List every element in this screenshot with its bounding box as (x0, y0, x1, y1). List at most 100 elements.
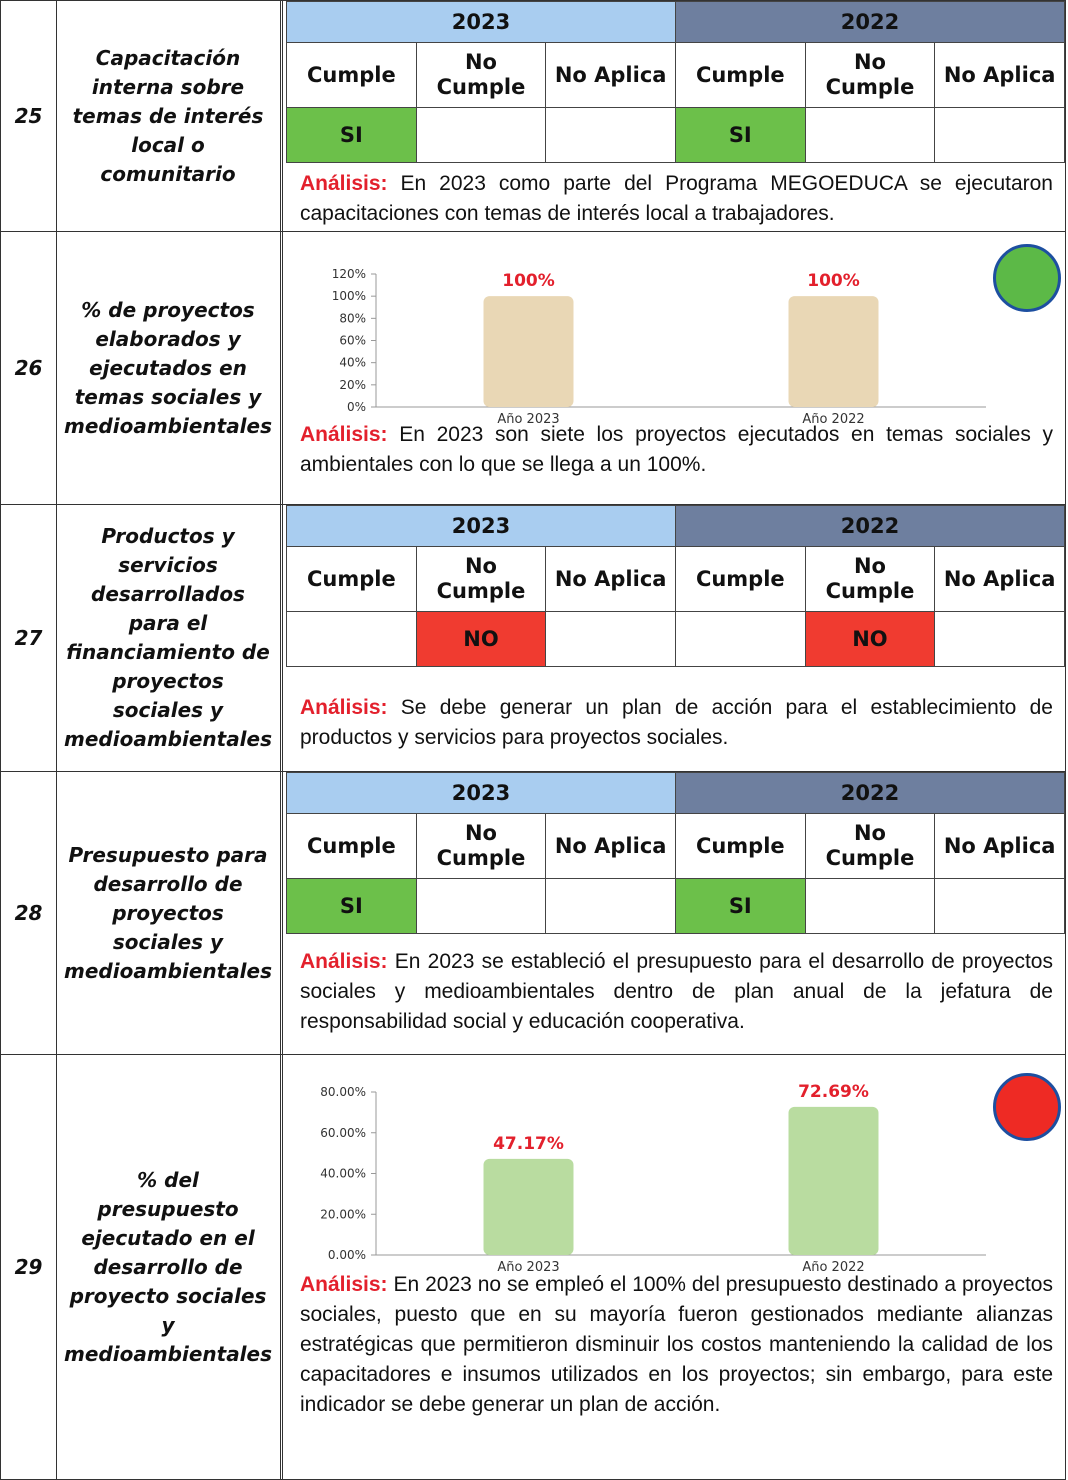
content: 0.00% 20.00% 40.00% 60.00% 80.00% 47.17% Año 2… (286, 1055, 1065, 1479)
column-header: No Cumple (804, 546, 936, 612)
x-tick-label: Año 2022 (802, 1260, 864, 1275)
analysis: Análisis: En 2023 como parte del Program… (300, 169, 1053, 229)
result-cell: SI (674, 878, 806, 934)
analysis-text: En 2023 se estableció el presupuesto par… (300, 950, 1053, 1033)
bar (788, 1106, 879, 1255)
year-header: 2022 (674, 1, 1066, 43)
year-row: 2023 2022 (286, 772, 1066, 814)
content: 2023 2022 Cumple No Cumple No Aplica Cumple No… (286, 505, 1066, 771)
chart: 0% 20% 40% 60% 80% 100% 120% 100% Año 2023 100% Añ… (332, 267, 986, 427)
analysis: Análisis: En 2023 se estableció el presu… (300, 947, 1053, 1037)
analysis-label: Análisis: (300, 423, 388, 446)
row-number: 27 (1, 505, 57, 771)
content: 2023 2022 Cumple No Cumple No Aplica Cumple No… (286, 772, 1066, 1054)
y-tick-label: 20% (339, 378, 366, 392)
analysis: Análisis: En 2023 son siete los proyecto… (300, 420, 1053, 480)
header-row: Cumple No Cumple No Aplica Cumple No Cumple N… (286, 546, 1065, 612)
result-row: NO NO (286, 611, 1065, 667)
row-number: 25 (1, 1, 57, 231)
status-table: 2023 2022 Cumple No Cumple No Aplica Cumple No… (286, 505, 1066, 667)
row-number: 26 (1, 232, 57, 504)
column-header: No Aplica (934, 546, 1065, 612)
empty-cell (934, 107, 1065, 163)
y-tick-label: 80.00% (320, 1085, 366, 1099)
result-cell: NO (415, 611, 547, 667)
year-row: 2023 2022 (286, 505, 1066, 547)
indicator: % de proyectos elaborados y ejecutados e… (56, 232, 283, 504)
indicator: % del presupuesto ejecutado en el desarr… (56, 1055, 283, 1479)
column-header: Cumple (674, 42, 806, 108)
y-tick-label: 100% (332, 289, 366, 303)
year-header: 2023 (286, 505, 676, 547)
row: 27 Productos y servicios desarrollados pa… (0, 505, 1066, 772)
year-header: 2023 (286, 772, 676, 814)
y-tick-label: 0% (347, 400, 366, 414)
year-header: 2023 (286, 1, 676, 43)
row-number: 29 (1, 1055, 57, 1479)
row-number: 28 (1, 772, 57, 1054)
result-cell: SI (286, 878, 417, 934)
y-tick-label: 60% (339, 334, 366, 348)
empty-cell (415, 878, 547, 934)
result-cell: SI (674, 107, 806, 163)
content: 0% 20% 40% 60% 80% 100% 120% 100% Año 2023 100% Añ… (286, 232, 1065, 504)
value-label: 72.69% (798, 1082, 869, 1102)
bar (788, 296, 879, 407)
column-header: Cumple (286, 42, 417, 108)
analysis: Análisis: Se debe generar un plan de acc… (300, 693, 1053, 753)
x-tick-label: Año 2023 (497, 412, 559, 427)
status-table: 2023 2022 Cumple No Cumple No Aplica Cumple No… (286, 1, 1066, 163)
column-header: No Cumple (804, 42, 936, 108)
analysis-label: Análisis: (300, 950, 388, 973)
bar (483, 1158, 574, 1255)
year-header: 2022 (674, 772, 1066, 814)
y-tick-label: 80% (339, 311, 366, 325)
empty-cell (804, 107, 936, 163)
content: 2023 2022 Cumple No Cumple No Aplica Cumple No… (286, 1, 1066, 231)
column-header: Cumple (674, 813, 806, 879)
value-label: 47.17% (493, 1134, 564, 1154)
result-row: SI SI (286, 107, 1065, 163)
column-header: Cumple (674, 546, 806, 612)
y-tick-label: 20.00% (320, 1207, 366, 1221)
analysis-label: Análisis: (300, 696, 388, 719)
header-row: Cumple No Cumple No Aplica Cumple No Cumple N… (286, 813, 1065, 879)
empty-cell (545, 878, 676, 934)
y-tick-label: 40.00% (320, 1167, 366, 1181)
column-header: No Cumple (804, 813, 936, 879)
analysis-label: Análisis: (300, 172, 388, 195)
empty-cell (934, 611, 1065, 667)
row: 26% de proyectos elaborados y ejecutados… (0, 232, 1066, 505)
y-tick-label: 0.00% (328, 1248, 366, 1262)
status-indicator (993, 1073, 1061, 1141)
column-header: No Cumple (415, 813, 547, 879)
value-label: 100% (807, 271, 860, 291)
empty-cell (934, 878, 1065, 934)
x-tick-label: Año 2022 (802, 412, 864, 427)
year-header: 2022 (674, 505, 1066, 547)
indicator: Productos y servicios desarrollados para… (56, 505, 283, 771)
column-header: No Aplica (934, 42, 1065, 108)
empty-cell (415, 107, 547, 163)
x-tick-label: Año 2023 (497, 1260, 559, 1275)
indicator: Presupuesto para desarrollo de proyectos… (56, 772, 283, 1054)
analysis-text: Se debe generar un plan de acción para e… (300, 696, 1053, 749)
result-cell: SI (286, 107, 417, 163)
column-header: Cumple (286, 546, 417, 612)
empty-cell (286, 611, 417, 667)
empty-cell (545, 107, 676, 163)
result-cell: NO (804, 611, 936, 667)
analysis-text: En 2023 como parte del Programa MEGOEDUC… (300, 172, 1053, 225)
year-row: 2023 2022 (286, 1, 1066, 43)
analysis-label: Análisis: (300, 1273, 388, 1296)
result-row: SI SI (286, 878, 1065, 934)
column-header: No Aplica (545, 42, 676, 108)
empty-cell (804, 878, 936, 934)
analysis: Análisis: En 2023 no se empleó el 100% d… (300, 1270, 1053, 1420)
analysis-text: En 2023 son siete los proyectos ejecutad… (300, 423, 1053, 476)
column-header: No Aplica (545, 813, 676, 879)
bar (483, 296, 574, 407)
column-header: No Aplica (545, 546, 676, 612)
row: 28 Presupuesto para desarrollo de proyect… (0, 772, 1066, 1055)
value-label: 100% (502, 271, 555, 291)
